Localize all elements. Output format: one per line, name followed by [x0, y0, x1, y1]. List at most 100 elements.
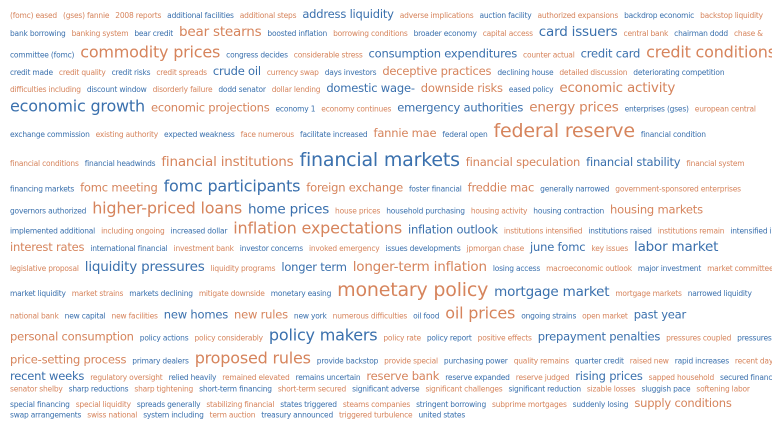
- word: triggered turbulence: [339, 410, 413, 420]
- word: chairman dodd: [674, 29, 728, 38]
- word: bank borrowing: [10, 29, 66, 38]
- word: mortgage market: [494, 284, 610, 300]
- word: relied heavily: [168, 373, 217, 382]
- word: credit quality: [58, 68, 106, 77]
- word: numerous difficulties: [332, 311, 408, 321]
- word: monetary easing: [270, 289, 332, 298]
- word: states triggered: [280, 400, 337, 409]
- word: institutions raised: [588, 226, 652, 236]
- word: open market: [582, 311, 628, 321]
- word: remains uncertain: [295, 373, 361, 382]
- word: adverse implications: [399, 11, 474, 20]
- word: enterprises (gses): [624, 104, 689, 114]
- word: credit spreads: [156, 68, 207, 77]
- word: financial markets: [299, 149, 460, 171]
- word-row: (fomc) eased (gses) fannie 2008 reports add…: [10, 7, 768, 21]
- word: new facilities: [111, 311, 158, 321]
- word: fomc meeting: [80, 180, 158, 195]
- word: downside risks: [420, 81, 503, 95]
- word: counter actual: [523, 50, 575, 60]
- word-row: interest rates international financial inv…: [10, 239, 768, 255]
- word: key issues: [591, 244, 629, 253]
- word: chase &: [733, 29, 763, 38]
- word: credit risks: [111, 68, 151, 77]
- word: international financial: [90, 244, 168, 253]
- word: dollar lending: [271, 85, 321, 94]
- word-row: national bank new capital new facilities ne…: [10, 304, 768, 323]
- word: past year: [633, 307, 687, 322]
- word: new rules: [233, 307, 288, 322]
- word: european central: [694, 104, 756, 114]
- word: reserve expanded: [445, 373, 510, 382]
- word: address liquidity: [302, 7, 394, 21]
- word: provide special: [384, 356, 438, 366]
- word: committee (fomc): [10, 50, 75, 60]
- word: foreign exchange: [306, 180, 403, 195]
- word: purchasing power: [443, 356, 508, 366]
- word: significant reduction: [508, 384, 581, 394]
- word: currency swap: [266, 68, 319, 77]
- word: primary dealers: [132, 356, 189, 366]
- word: federal reserve: [493, 120, 636, 142]
- word: deceptive practices: [382, 64, 492, 78]
- word: personal consumption: [10, 329, 134, 344]
- word: financial headwinds: [84, 159, 156, 168]
- word-row: credit made credit quality credit risks cre…: [10, 64, 768, 78]
- word: invoked emergency: [309, 244, 380, 253]
- word: economy continues: [321, 104, 392, 114]
- word: raised new: [629, 356, 669, 366]
- word: pressures coupled: [666, 333, 732, 343]
- word: short-term secured: [277, 384, 347, 394]
- word: rapid increases: [674, 356, 729, 366]
- word: expected weakness: [164, 130, 235, 139]
- word: auction facility: [479, 11, 532, 20]
- word: discount window: [86, 85, 147, 94]
- word-row: market liquidity market strains markets de…: [10, 279, 768, 301]
- word: ongoing strains: [521, 311, 577, 321]
- word: financial speculation: [465, 155, 581, 169]
- word: fomc participants: [163, 176, 301, 196]
- word: financial system: [686, 159, 745, 168]
- word: difficulties including: [10, 85, 81, 94]
- word: consumption expenditures: [368, 46, 518, 61]
- word-row: personal consumption policy actions policy…: [10, 325, 772, 345]
- word: oil food: [413, 311, 440, 321]
- word: freddie mac: [467, 180, 535, 195]
- word: institutions intensified: [503, 226, 583, 236]
- word: central bank: [623, 29, 669, 38]
- word: card issuers: [538, 24, 618, 40]
- word: united states: [418, 410, 466, 420]
- word-row: financial conditions financial headwinds f…: [10, 149, 768, 171]
- word: authorized expansions: [537, 11, 619, 20]
- word: stabilizing financial: [206, 400, 275, 409]
- word: policy makers: [268, 325, 378, 345]
- word: june fomc: [530, 240, 586, 254]
- word: regulatory oversight: [90, 373, 163, 382]
- word: significant adverse: [352, 384, 420, 394]
- word: (gses) fannie: [63, 11, 110, 20]
- word-row: implemented additional including ongoing i…: [10, 219, 772, 238]
- word: narrowed liquidity: [687, 289, 752, 298]
- word: reserve bank: [366, 369, 440, 383]
- word: losing access: [492, 264, 541, 273]
- word: house prices: [335, 206, 381, 216]
- word: price-setting process: [10, 352, 127, 367]
- word: foster financial: [408, 184, 462, 194]
- word: major investment: [637, 264, 702, 273]
- word: sapped household: [648, 373, 715, 382]
- word: dodd senator: [218, 85, 266, 94]
- word: new capital: [64, 311, 106, 321]
- word: existing authority: [95, 130, 159, 139]
- word: congress decides: [226, 50, 288, 60]
- word: supply conditions: [634, 396, 732, 410]
- word: boosted inflation: [267, 29, 328, 38]
- word: borrowing conditions: [333, 29, 408, 38]
- word: increased dollar: [170, 226, 228, 236]
- word-row: price-setting process primary dealers prop…: [10, 349, 772, 368]
- word: home prices: [248, 201, 330, 218]
- word: implemented additional: [10, 226, 96, 236]
- word: face numerous: [240, 130, 295, 139]
- word: commodity prices: [80, 42, 221, 62]
- word: crude oil: [212, 64, 261, 78]
